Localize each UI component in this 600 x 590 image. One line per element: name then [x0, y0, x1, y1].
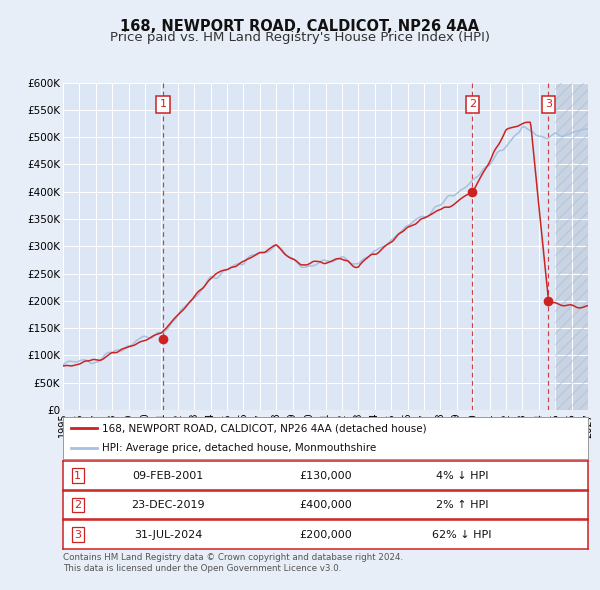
- Text: £130,000: £130,000: [299, 471, 352, 480]
- Text: 2: 2: [469, 100, 476, 109]
- Text: 3: 3: [545, 100, 552, 109]
- Text: 2% ↑ HPI: 2% ↑ HPI: [436, 500, 488, 510]
- Text: Contains HM Land Registry data © Crown copyright and database right 2024.
This d: Contains HM Land Registry data © Crown c…: [63, 553, 403, 573]
- Text: 23-DEC-2019: 23-DEC-2019: [131, 500, 205, 510]
- Text: £200,000: £200,000: [299, 530, 352, 539]
- Text: 168, NEWPORT ROAD, CALDICOT, NP26 4AA: 168, NEWPORT ROAD, CALDICOT, NP26 4AA: [121, 19, 479, 34]
- Text: £400,000: £400,000: [299, 500, 352, 510]
- Text: 31-JUL-2024: 31-JUL-2024: [134, 530, 202, 539]
- Text: 4% ↓ HPI: 4% ↓ HPI: [436, 471, 488, 480]
- Bar: [555, 83, 588, 410]
- Text: 1: 1: [74, 471, 81, 480]
- Text: 2: 2: [74, 500, 81, 510]
- Bar: [555, 83, 588, 410]
- Text: 09-FEB-2001: 09-FEB-2001: [133, 471, 203, 480]
- Text: 1: 1: [160, 100, 167, 109]
- Text: Price paid vs. HM Land Registry's House Price Index (HPI): Price paid vs. HM Land Registry's House …: [110, 31, 490, 44]
- Text: HPI: Average price, detached house, Monmouthshire: HPI: Average price, detached house, Monm…: [103, 442, 377, 453]
- Text: 168, NEWPORT ROAD, CALDICOT, NP26 4AA (detached house): 168, NEWPORT ROAD, CALDICOT, NP26 4AA (d…: [103, 424, 427, 434]
- Text: 62% ↓ HPI: 62% ↓ HPI: [432, 530, 492, 539]
- Text: 3: 3: [74, 530, 81, 539]
